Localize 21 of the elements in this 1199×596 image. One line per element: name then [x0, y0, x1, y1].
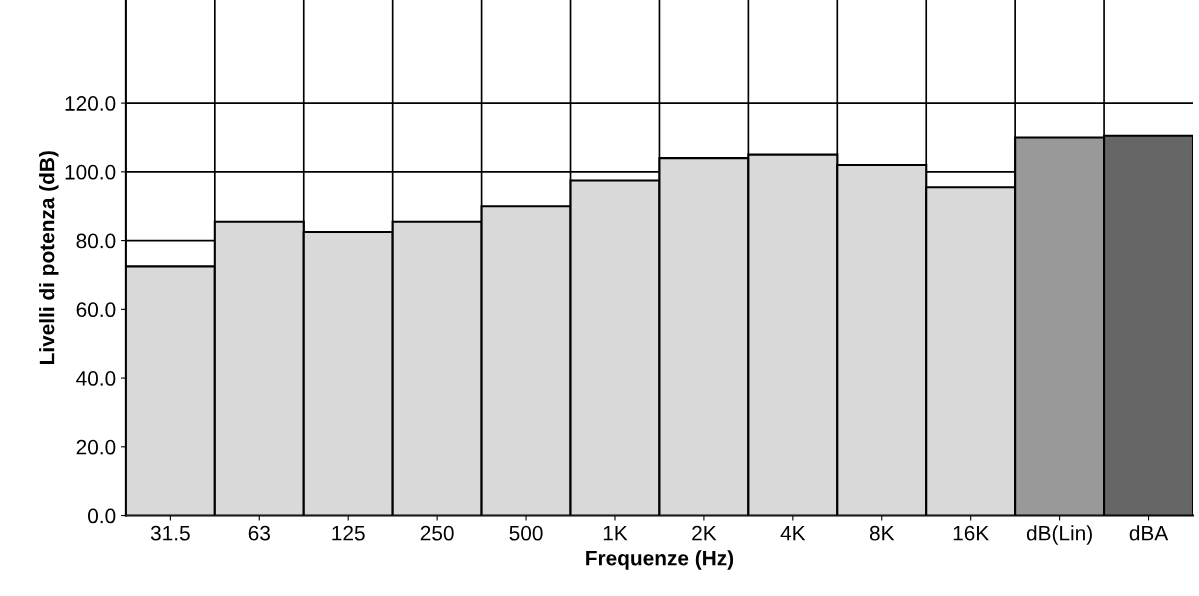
x-tick-label: dB(Lin)	[1026, 525, 1092, 545]
x-tick-label: 125	[332, 525, 365, 541]
y-tick-label: 60.0	[76, 302, 116, 318]
y-tick-label: 20.0	[76, 439, 116, 455]
x-tick-label: 1K	[603, 526, 628, 541]
y-tick-label: 120.0	[65, 96, 116, 111]
y-tick-label: 80.0	[76, 233, 116, 249]
x-tick-label: 8K	[869, 525, 895, 541]
x-tick-label: 31.5	[150, 525, 190, 541]
x-tick-label: 63	[248, 525, 270, 541]
x-tick-label: 16K	[953, 525, 989, 541]
y-tick-label: 0.0	[88, 508, 116, 524]
x-tick-label: 500	[509, 525, 543, 541]
x-tick-label: 2K	[692, 525, 717, 541]
x-tick-label: 4K	[780, 526, 806, 541]
y-axis-title: Livelli di potenza (dB)	[39, 151, 59, 365]
y-tick-label: 100.0	[65, 164, 116, 180]
x-axis-title: Frequenze (Hz)	[586, 550, 734, 570]
y-tick-label: 40.0	[76, 371, 116, 386]
x-tick-label: dBA	[1129, 525, 1169, 541]
x-tick-label: 250	[420, 525, 454, 541]
